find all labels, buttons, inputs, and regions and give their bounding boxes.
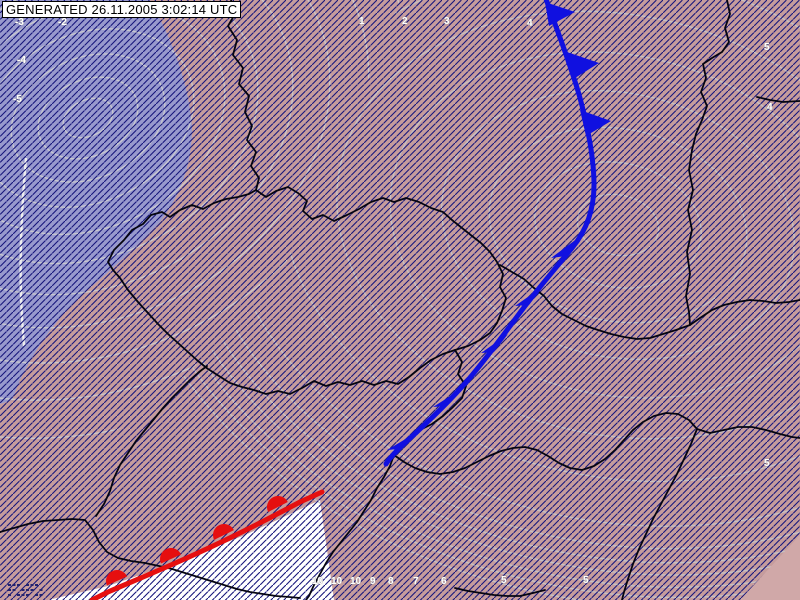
- cold-front-line: [383, 0, 597, 467]
- isoline-label: 3: [444, 16, 450, 27]
- corner-mark: [17, 594, 20, 596]
- cold-front-triangle: [545, 2, 575, 26]
- corner-mark: [26, 594, 29, 596]
- isoline-label: 10: [331, 576, 343, 587]
- isoline-label: 8: [388, 576, 394, 587]
- cold-front-triangle: [580, 110, 611, 136]
- cold-front-triangle: [433, 390, 460, 407]
- warm-front-line: [89, 489, 325, 600]
- border-de-at: [95, 365, 208, 517]
- isoline-label: 5: [501, 575, 507, 586]
- corner-mark: [30, 589, 34, 591]
- border-at-hu: [305, 454, 395, 600]
- border-de-pl: [227, 0, 260, 191]
- corner-mark: [8, 584, 11, 586]
- corner-mark: [35, 584, 38, 586]
- border-pl-sk: [499, 264, 800, 340]
- isoline-label: 4: [767, 102, 773, 113]
- corner-mark: [30, 584, 34, 586]
- border-hu-hr: [454, 587, 546, 597]
- isoline-label: 9: [370, 576, 376, 587]
- plain-corner-region: [740, 535, 800, 600]
- generated-timestamp-label: GENERATED 26.11.2005 3:02:14 UTC: [2, 1, 242, 18]
- isoline-label: -5: [13, 94, 22, 105]
- corner-mark: [39, 589, 43, 591]
- isoline-label: 4: [527, 18, 533, 29]
- corner-tick-marks: [8, 584, 43, 596]
- warm-front: [89, 489, 325, 600]
- cold-front-triangle: [567, 52, 599, 78]
- corner-mark: [35, 594, 38, 596]
- corner-mark: [39, 594, 43, 596]
- border-pl-east: [685, 0, 731, 326]
- isoline-label: 5: [583, 575, 589, 586]
- border-at-south: [0, 518, 301, 599]
- corner-mark: [12, 589, 16, 591]
- corner-mark: [12, 584, 16, 586]
- corner-mark: [8, 594, 11, 596]
- corner-mark: [21, 589, 25, 591]
- cold-front-triangle: [515, 287, 542, 306]
- isoline-label: -3: [15, 17, 24, 28]
- isoline-label: 2: [402, 16, 408, 27]
- corner-mark: [26, 589, 29, 591]
- corner-mark: [8, 589, 11, 591]
- cold-front-triangle: [551, 238, 578, 258]
- warm-front-semicircle: [267, 496, 288, 512]
- isoline-label: -2: [58, 17, 67, 28]
- cold-front-triangle: [387, 434, 414, 450]
- isoline-label: 10: [312, 576, 324, 587]
- border-hu-ro: [621, 428, 698, 600]
- border-pl-east-stub: [756, 96, 800, 103]
- corner-mark: [17, 584, 20, 586]
- border-czech-outline: [107, 186, 507, 395]
- isoline-label: 6: [441, 576, 447, 587]
- cold-front: [383, 0, 611, 467]
- warm-front-semicircle: [106, 570, 128, 586]
- isoline-labels: -3 -2 -4 -5 1 2 3 4 5 4 5 10 10 10 9 8 7 6 5 5: [13, 16, 774, 588]
- cold-front-triangle: [481, 334, 508, 353]
- warm-front-semicircle: [160, 548, 182, 564]
- corner-mark: [21, 594, 25, 596]
- isoline-label: 10: [350, 576, 362, 587]
- border-sk-hu: [393, 412, 800, 475]
- isoline-label: 5: [764, 458, 770, 469]
- isoline-label: 1: [359, 16, 365, 27]
- isoline-label: 5: [764, 42, 770, 53]
- isoline-label: 7: [413, 576, 419, 587]
- isoline-label: -4: [17, 55, 26, 66]
- warm-front-semicircle: [213, 524, 234, 540]
- corner-mark: [26, 584, 29, 586]
